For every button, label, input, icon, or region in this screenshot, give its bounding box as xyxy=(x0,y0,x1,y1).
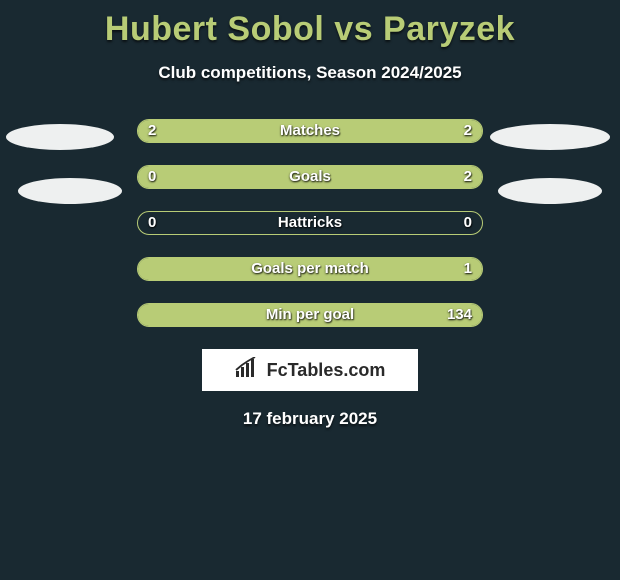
comparison-bar-row: 134Min per goal xyxy=(137,303,483,327)
bar-fill-left xyxy=(138,166,200,188)
comparison-bars: 22Matches 02Goals 0 0Hattricks 1Goals per ma… xyxy=(137,119,483,327)
attribution-box: FcTables.com xyxy=(202,349,418,391)
bar-fill-left xyxy=(138,120,310,142)
bar-label: Hattricks xyxy=(138,212,482,234)
comparison-bar-row: 1Goals per match xyxy=(137,257,483,281)
page-title: Hubert Sobol vs Paryzek xyxy=(0,0,620,49)
comparison-bar-row: 0 0Hattricks xyxy=(137,211,483,235)
decorative-ellipse xyxy=(498,178,602,204)
chart-icon xyxy=(235,357,261,384)
bar-fill-right xyxy=(200,166,482,188)
comparison-bar-row: 22Matches xyxy=(137,119,483,143)
page-subtitle: Club competitions, Season 2024/2025 xyxy=(0,63,620,83)
bar-fill-right xyxy=(310,120,482,142)
attribution-text: FcTables.com xyxy=(267,360,386,381)
bar-fill-right xyxy=(138,304,482,326)
decorative-ellipse xyxy=(6,124,114,150)
comparison-bar-row: 02Goals xyxy=(137,165,483,189)
bar-value-left: 0 xyxy=(148,212,156,234)
footer-date: 17 february 2025 xyxy=(0,409,620,429)
bar-value-right: 0 xyxy=(464,212,472,234)
decorative-ellipse xyxy=(18,178,122,204)
bar-fill-right xyxy=(138,258,482,280)
decorative-ellipse xyxy=(490,124,610,150)
